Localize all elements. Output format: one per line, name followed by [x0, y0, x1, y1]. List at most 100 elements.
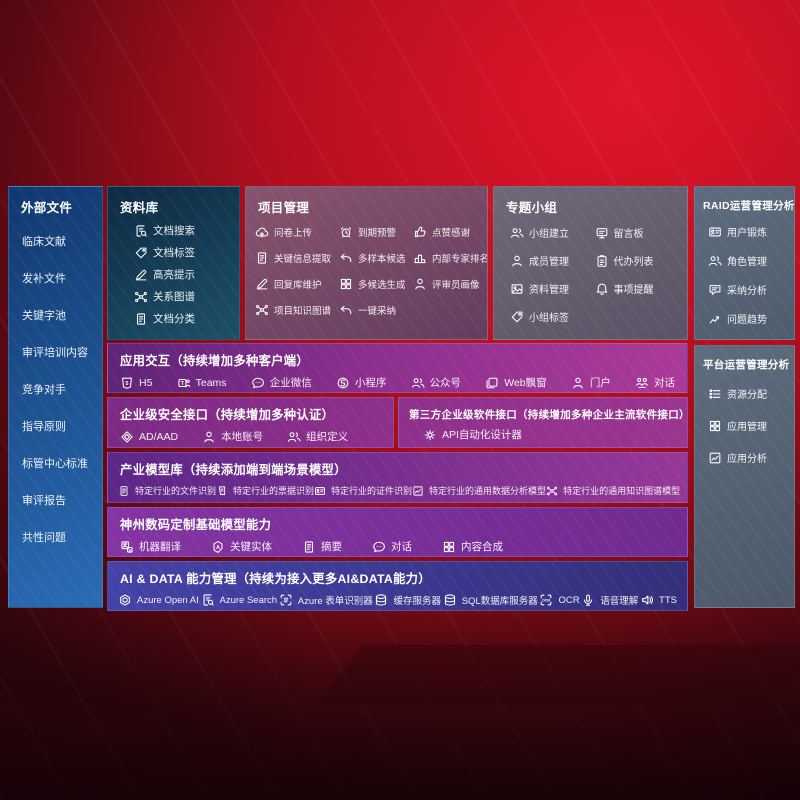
feature-item[interactable]: A 关键实体	[211, 539, 272, 554]
feature-item[interactable]: 小组建立	[510, 225, 595, 240]
feature-item[interactable]: 问卷上传	[255, 225, 339, 239]
sidebar-item[interactable]: 审评报告	[22, 492, 102, 508]
library-items: 文档搜索文档标签高亮提示关系图谱文档分类	[108, 216, 239, 326]
feature-item[interactable]: 采纳分析	[708, 282, 794, 297]
sidebar-item[interactable]: 竞争对手	[22, 381, 102, 397]
form-icon	[279, 593, 293, 607]
people-icon	[411, 376, 425, 390]
feature-item[interactable]: 资源分配	[708, 386, 794, 401]
feature-item[interactable]: 用户锻炼	[708, 224, 794, 239]
photo-icon	[510, 282, 524, 296]
item-label: 小组标签	[529, 313, 569, 324]
panel-app-interaction: 应用交互（持续增加多种客户端） 5 H5 T Teams 企业微信 小程序 公众号 Web飘窗…	[107, 343, 688, 393]
ai-data-items: Azure Open AI Azure Search Azure 表单识别器 缓存服务…	[108, 593, 687, 607]
feature-item[interactable]: OCR OCR	[539, 593, 580, 607]
svg-text:A: A	[128, 547, 131, 552]
feature-item[interactable]: 到期预警	[339, 225, 413, 239]
doc-icon	[255, 251, 269, 265]
thumb-up-icon	[413, 225, 427, 239]
item-label: 特定行业的文件识别	[135, 486, 217, 496]
feature-item[interactable]: 特定行业的票据识别	[216, 484, 314, 497]
feature-item[interactable]: 特定行业的通用知识图谱模型	[546, 484, 680, 497]
feature-item[interactable]: 组织定义	[287, 429, 348, 444]
sidebar-item[interactable]: 临床文献	[22, 233, 102, 249]
panel-raid-analysis: RAID运营管理分析 用户锻炼 角色管理 采纳分析 问题趋势	[694, 186, 795, 340]
feature-item[interactable]: TTS	[640, 593, 677, 607]
feature-item[interactable]: 关键信息提取	[255, 251, 339, 265]
feature-item[interactable]: 文档搜索	[134, 223, 239, 238]
feature-item[interactable]: Web飘窗	[485, 375, 547, 390]
sidebar-item[interactable]: 发补文件	[22, 270, 102, 286]
alarm-icon	[339, 225, 353, 239]
panel-project-title: 项目管理	[258, 201, 310, 215]
feature-item[interactable]: 企业微信	[251, 375, 312, 390]
tag-icon	[510, 310, 524, 324]
feature-item[interactable]: 高亮提示	[134, 267, 239, 282]
feature-item[interactable]: 对话	[635, 375, 675, 390]
rank-icon	[413, 251, 427, 265]
feature-item[interactable]: Azure Search	[201, 593, 277, 607]
doc-search-icon	[201, 593, 215, 607]
feature-item[interactable]: 留言板	[595, 225, 680, 240]
clipboard-icon	[595, 254, 609, 268]
feature-item[interactable]: 一键采纳	[339, 303, 413, 317]
item-label: 项目知识图谱	[274, 306, 332, 317]
panel-ai-data-title: AI & DATA 能力管理（持续为接入更多AI&DATA能力）	[120, 572, 431, 586]
feature-item[interactable]: API自动化设计器	[423, 427, 522, 442]
feature-item[interactable]: T Teams	[177, 376, 227, 390]
feature-item[interactable]: 代办列表	[595, 253, 680, 268]
feature-item[interactable]: SQL数据库服务器	[443, 593, 538, 607]
feature-item[interactable]: 回复库维护	[255, 277, 339, 291]
feature-item[interactable]: 内容合成	[442, 539, 503, 554]
item-label: 对话	[653, 377, 675, 389]
feature-item[interactable]: 事项提醒	[595, 281, 680, 296]
feature-item[interactable]: 缓存服务器	[374, 593, 441, 607]
feature-item[interactable]: 特定行业的文件识别	[118, 484, 216, 497]
feature-item[interactable]: 应用管理	[708, 418, 794, 433]
feature-item[interactable]: 多样本候选	[339, 251, 413, 265]
panel-app-interaction-title: 应用交互（持续增加多种客户端）	[120, 354, 309, 368]
feature-item[interactable]: 应用分析	[708, 450, 794, 465]
raid-items: 用户锻炼角色管理采纳分析问题趋势	[695, 213, 794, 326]
feature-item[interactable]: 小程序	[336, 375, 386, 390]
feature-item[interactable]: 文档标签	[134, 245, 239, 260]
feature-item[interactable]: 本地账号	[202, 429, 263, 444]
feature-item[interactable]: 公众号	[411, 375, 461, 390]
feature-item[interactable]: 门户	[571, 375, 611, 390]
item-label: 文档标签	[153, 247, 195, 259]
feature-item[interactable]: 多候选生成	[339, 277, 413, 291]
feature-item[interactable]: 语音理解	[581, 593, 638, 607]
feature-item[interactable]: 内部专家排名	[413, 251, 487, 265]
feature-item[interactable]: 评审员画像	[413, 277, 487, 291]
feature-item[interactable]: A 机器翻译	[120, 539, 181, 554]
sidebar-item[interactable]: 标管中心标准	[22, 455, 102, 471]
feature-item[interactable]: 特定行业的证件识别	[314, 484, 412, 497]
feature-item[interactable]: Azure 表单识别器	[279, 593, 373, 607]
doc-icon	[302, 540, 316, 554]
sidebar-item[interactable]: 指导原则	[22, 418, 102, 434]
grid-icon	[339, 277, 353, 291]
feature-item[interactable]: 5 H5	[120, 376, 152, 390]
feature-item[interactable]: 角色管理	[708, 253, 794, 268]
feature-item[interactable]: AD/AAD	[120, 430, 178, 444]
sidebar-item[interactable]: 关键字池	[22, 307, 102, 323]
feature-item[interactable]: 点赞感谢	[413, 225, 487, 239]
panel-foundation-models: 神州数码定制基础模型能力 A 机器翻译 A 关键实体 摘要 对话 内容合成	[107, 507, 688, 557]
feature-item[interactable]: 成员管理	[510, 253, 595, 268]
feature-item[interactable]: 资料管理	[510, 281, 595, 296]
panel-platform-title: 平台运营管理分析	[703, 359, 790, 371]
feature-item[interactable]: 文档分类	[134, 311, 239, 326]
feature-item[interactable]: 小组标签	[510, 309, 595, 324]
feature-item[interactable]: 特定行业的通用数据分析模型	[412, 484, 546, 497]
feature-item[interactable]: 问题趋势	[708, 311, 794, 326]
item-label: 门户	[589, 377, 611, 389]
sidebar-item[interactable]: 共性问题	[22, 529, 102, 545]
panel-ai-data-management: AI & DATA 能力管理（持续为接入更多AI&DATA能力） Azure O…	[107, 561, 688, 611]
feature-item[interactable]: 摘要	[302, 539, 342, 554]
feature-item[interactable]: 关系图谱	[134, 289, 239, 304]
feature-item[interactable]: 项目知识图谱	[255, 303, 339, 317]
feature-item[interactable]: 对话	[372, 539, 412, 554]
feature-item[interactable]: Azure Open AI	[118, 593, 199, 607]
sidebar-item[interactable]: 审评培训内容	[22, 344, 102, 360]
